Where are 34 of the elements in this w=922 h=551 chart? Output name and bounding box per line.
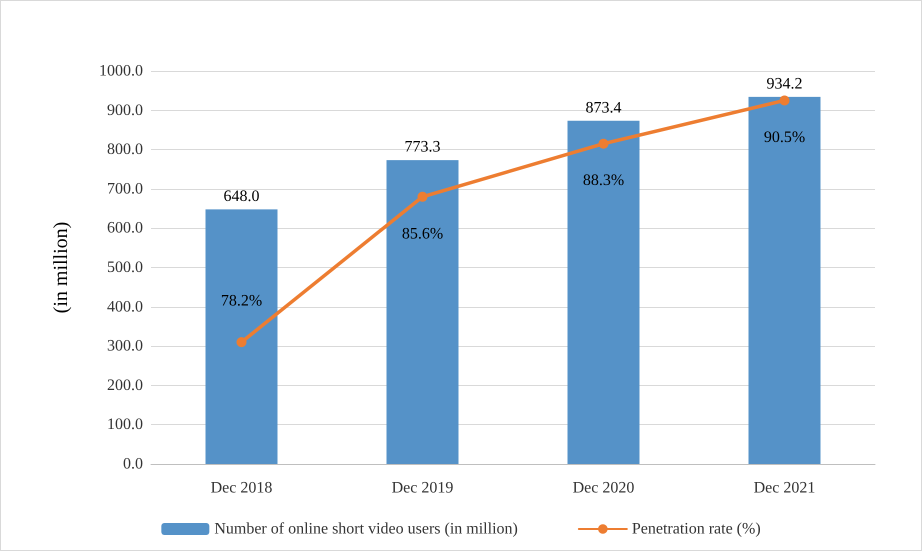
point [236,337,246,348]
bar [748,96,820,464]
y-tick-label: 900.0 [107,102,143,119]
bar [568,120,640,464]
y-tick-label: 600.0 [107,220,143,237]
x-tick-label: Dec 2019 [392,480,454,496]
data-label: 773.3 [404,138,440,156]
y-tick-label: 200.0 [107,376,143,394]
data-label: 873.4 [586,99,622,116]
data-label: 934.2 [766,75,802,92]
data-label: 78.2% [220,292,262,310]
point [418,192,428,202]
y-tick-label: 500.0 [107,259,143,276]
x-tick-label: Dec 2020 [572,480,634,496]
bar [386,160,458,464]
bar [206,209,278,464]
data-label: 85.6% [402,225,444,242]
y-tick-label: 300.0 [107,338,143,355]
y-tick-label: 400.0 [107,298,143,316]
y-tick-label: 100.0 [107,416,143,434]
y-axis-title: (in million) [50,222,72,314]
x-tick-label: Dec 2021 [754,480,816,496]
point [598,138,608,149]
legend-label: Number of online short video users (in million) [214,520,518,538]
point [780,95,790,106]
x-tick-label: Dec 2018 [210,480,272,496]
data-label: 90.5% [764,128,806,146]
y-tick-label: 700.0 [107,180,143,198]
y-tick-label: 0.0 [123,456,143,472]
legend-label: Penetration rate (%) [632,520,761,538]
data-label: 648.0 [224,188,260,205]
data-label: 88.3% [582,172,624,190]
y-tick-label: 1000.0 [99,62,143,80]
y-tick-label: 800.0 [107,141,143,158]
